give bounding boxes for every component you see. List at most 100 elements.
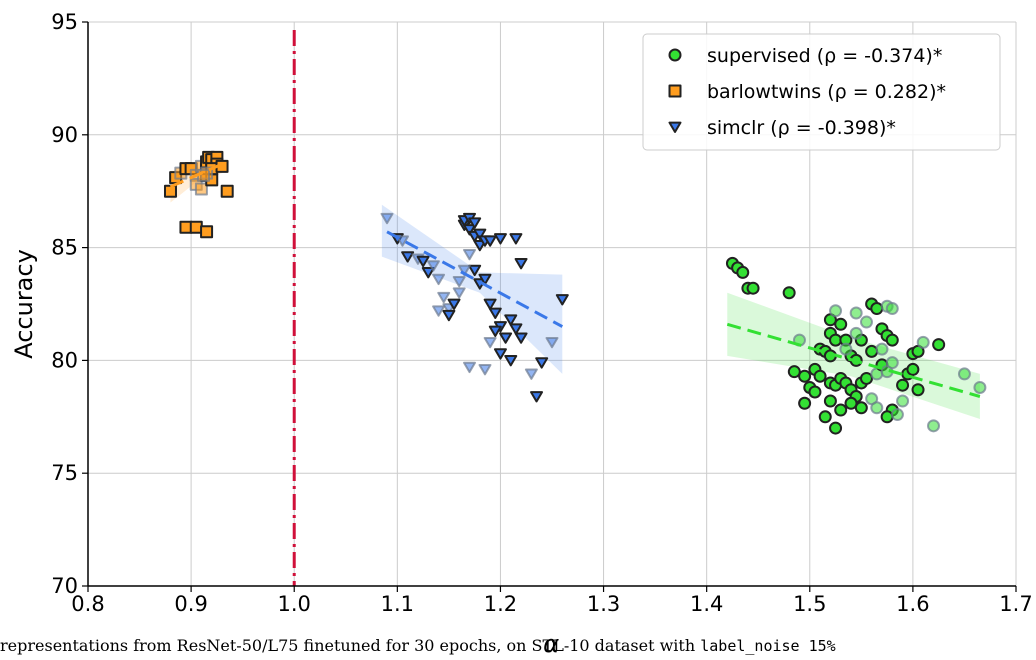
- point-2-27: [463, 248, 477, 261]
- point-2-36: [509, 323, 523, 335]
- point-2-11: [442, 309, 456, 322]
- point-2-5: [416, 255, 430, 268]
- point-0-50: [932, 338, 946, 352]
- point-2-49: [452, 276, 466, 288]
- y-tick-label-2: 80: [51, 348, 78, 372]
- x-tick-label-1: 0.9: [174, 592, 207, 616]
- point-2-20: [473, 228, 487, 241]
- point-2-48: [488, 325, 502, 338]
- point-2-18: [468, 217, 482, 229]
- x-tick-label-7: 1.5: [793, 592, 826, 616]
- legend-marker-1: [668, 84, 682, 98]
- point-2-8: [432, 273, 446, 286]
- x-tick-label-9: 1.7: [999, 592, 1032, 616]
- x-tick-label-4: 1.2: [484, 592, 517, 616]
- legend-box: [642, 33, 1001, 151]
- point-2-41: [530, 391, 544, 403]
- point-0-68: [957, 367, 971, 381]
- point-0-16: [834, 317, 848, 331]
- y-tick-label-4: 90: [51, 123, 78, 147]
- legend: supervised (ρ = -0.374)* barlowtwins (ρ =…: [642, 33, 1001, 151]
- point-2-9: [437, 291, 451, 304]
- y-tick-labels: 70 75 80 85 90 95: [51, 10, 78, 598]
- point-0-5: [782, 286, 796, 300]
- point-0-60: [823, 394, 837, 408]
- point-1-8: [194, 182, 208, 196]
- point-2-50: [457, 264, 471, 277]
- point-1-18: [215, 159, 229, 173]
- x-tick-label-6: 1.4: [690, 592, 723, 616]
- y-tick-label-0: 70: [51, 574, 78, 598]
- x-axis-label: α: [543, 630, 559, 658]
- point-0-12: [885, 302, 899, 316]
- point-0-69: [973, 380, 987, 394]
- point-0-70: [839, 342, 853, 356]
- point-0-8: [849, 306, 863, 320]
- x-tick-label-8: 1.6: [896, 592, 929, 616]
- point-2-43: [545, 336, 559, 349]
- point-0-52: [911, 383, 925, 397]
- caption-code: label_noise 15%: [700, 637, 836, 655]
- point-0-61: [818, 410, 832, 424]
- point-2-46: [478, 364, 492, 376]
- point-2-6: [421, 267, 435, 279]
- point-2-13: [452, 287, 466, 299]
- point-2-26: [514, 257, 528, 270]
- scatter-points: [163, 150, 987, 435]
- point-0-55: [880, 410, 894, 424]
- point-0-64: [829, 421, 843, 435]
- x-tick-label-5: 1.3: [587, 592, 620, 616]
- legend-label-1: barlowtwins (ρ = 0.282)*: [707, 81, 946, 103]
- point-1-19: [220, 184, 234, 198]
- point-2-24: [493, 233, 507, 245]
- point-0-7: [829, 304, 843, 318]
- point-0-51: [906, 362, 920, 376]
- legend-marker-0: [668, 48, 682, 62]
- point-0-58: [844, 396, 858, 410]
- point-2-7: [426, 260, 440, 272]
- point-2-34: [499, 332, 513, 344]
- point-0-21: [865, 344, 879, 358]
- trend-line-2: [386, 230, 564, 328]
- point-0-49: [916, 335, 930, 349]
- point-2-32: [488, 307, 502, 319]
- y-tick-label-1: 75: [51, 461, 78, 485]
- point-2-12: [447, 298, 461, 310]
- point-0-44: [885, 356, 899, 370]
- x-tick-labels: 0.8 0.9 1.0 1.1 1.2 1.3 1.4 1.5 1.6 1.7: [71, 592, 1032, 616]
- trend-line-1: [169, 162, 223, 189]
- point-2-2: [395, 235, 409, 247]
- point-0-32: [813, 369, 827, 383]
- legend-label-2: simclr (ρ = -0.398)*: [707, 117, 896, 139]
- point-2-39: [504, 355, 518, 367]
- trend-line-0: [726, 322, 981, 398]
- point-0-45: [896, 378, 910, 392]
- confidence-band-2: [381, 204, 563, 374]
- y-tick-label-5: 95: [51, 10, 78, 34]
- point-2-44: [555, 294, 569, 306]
- point-2-45: [463, 361, 477, 374]
- y-axis-label: Accuracy: [10, 249, 38, 359]
- point-0-15: [885, 333, 899, 347]
- point-0-66: [890, 408, 904, 422]
- point-0-67: [927, 419, 941, 433]
- point-0-63: [798, 396, 812, 410]
- point-0-29: [798, 369, 812, 383]
- point-1-0: [163, 184, 177, 198]
- point-2-17: [463, 224, 477, 236]
- point-0-59: [834, 403, 848, 417]
- x-tick-label-2: 1.0: [278, 592, 311, 616]
- legend-marker-2: [668, 121, 682, 133]
- point-0-57: [854, 401, 868, 415]
- point-2-3: [401, 251, 415, 263]
- x-tick-label-0: 0.8: [71, 592, 104, 616]
- point-2-38: [493, 348, 507, 360]
- point-2-30: [478, 273, 492, 286]
- point-0-62: [808, 385, 822, 399]
- point-0-53: [896, 394, 910, 408]
- point-0-10: [870, 302, 884, 316]
- legend-label-0: supervised (ρ = -0.374)*: [707, 45, 942, 67]
- point-2-0: [380, 212, 394, 225]
- point-0-40: [859, 371, 873, 385]
